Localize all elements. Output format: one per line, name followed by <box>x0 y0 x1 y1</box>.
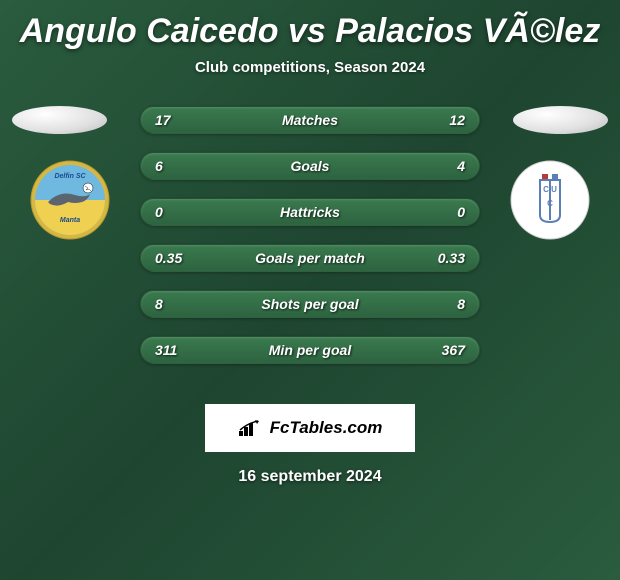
stat-label: Hattricks <box>141 204 479 220</box>
stats-container: 17 Matches 12 6 Goals 4 0 Hattricks 0 0.… <box>140 106 480 382</box>
player-avatar-right <box>513 106 608 134</box>
page-title: Angulo Caicedo vs Palacios VÃ©lez <box>0 0 620 51</box>
stat-label: Goals per match <box>141 250 479 266</box>
stat-row: 6 Goals 4 <box>140 152 480 180</box>
stat-row: 8 Shots per goal 8 <box>140 290 480 318</box>
delfin-logo-icon: Delfin SC Manta <box>30 160 110 240</box>
svg-text:U: U <box>551 185 557 194</box>
stat-row: 311 Min per goal 367 <box>140 336 480 364</box>
stat-label: Goals <box>141 158 479 174</box>
date-text: 16 september 2024 <box>0 468 620 486</box>
stat-row: 17 Matches 12 <box>140 106 480 134</box>
uc-logo-icon: C U C <box>510 160 590 240</box>
brand-link[interactable]: FcTables.com <box>205 404 415 452</box>
stat-label: Min per goal <box>141 342 479 358</box>
stat-label: Matches <box>141 112 479 128</box>
svg-text:Manta: Manta <box>60 217 80 224</box>
brand-text: FcTables.com <box>270 418 383 438</box>
comparison-area: Delfin SC Manta C U C 17 Matches 12 6 Go… <box>0 106 620 386</box>
subtitle: Club competitions, Season 2024 <box>0 59 620 76</box>
stat-row: 0.35 Goals per match 0.33 <box>140 244 480 272</box>
svg-text:C: C <box>543 185 549 194</box>
club-logo-right: C U C <box>510 160 590 240</box>
svg-text:C: C <box>547 199 553 208</box>
stat-row: 0 Hattricks 0 <box>140 198 480 226</box>
svg-text:Delfin SC: Delfin SC <box>54 173 86 180</box>
club-logo-left: Delfin SC Manta <box>30 160 110 240</box>
stat-label: Shots per goal <box>141 296 479 312</box>
fctables-logo-icon <box>238 419 264 437</box>
player-avatar-left <box>12 106 107 134</box>
